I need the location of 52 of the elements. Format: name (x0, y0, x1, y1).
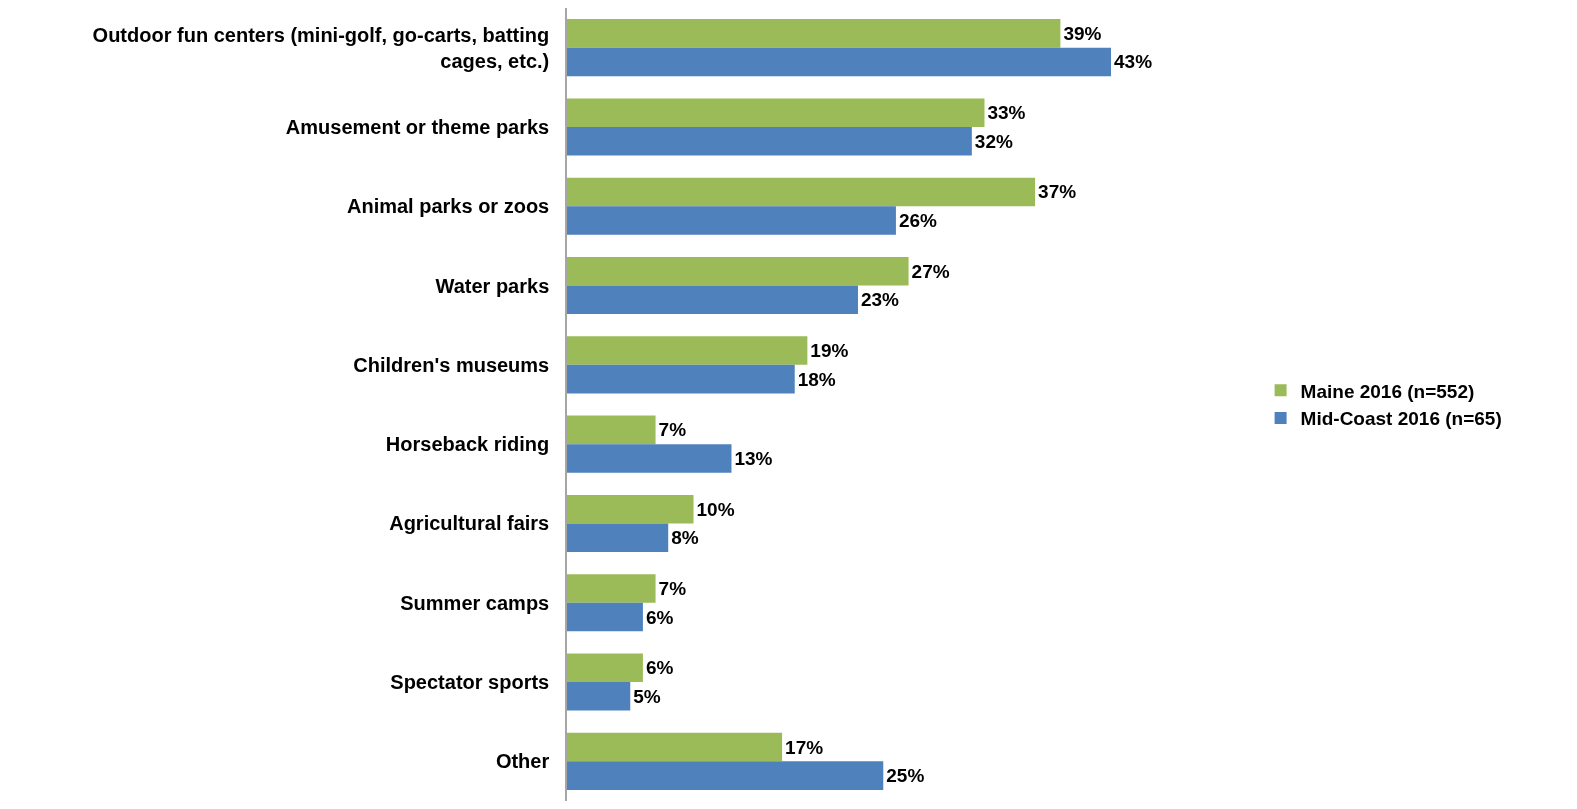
bar (567, 732, 783, 762)
data-label: 18% (797, 368, 836, 390)
data-label: 6% (645, 657, 674, 679)
data-label: 7% (658, 577, 687, 599)
bar (567, 177, 1036, 207)
bar (567, 206, 896, 235)
y-tick-label: Animal parks or zoos (346, 195, 550, 218)
data-label: 13% (734, 447, 773, 469)
y-tick-label: Children's museums (353, 353, 550, 376)
bar (567, 336, 808, 365)
bar (567, 602, 643, 632)
bar (567, 285, 858, 315)
legend-label: Mid-Coast 2016 (n=65) (1300, 408, 1502, 430)
data-label: 10% (696, 498, 735, 520)
y-tick-label: Outdoor fun centers (mini-golf, go-carts, batting cages, etc.) (92, 23, 550, 72)
y-tick-label: Agricultural fairs (389, 512, 550, 535)
bar (567, 682, 631, 711)
bar (567, 653, 643, 683)
data-label: 26% (898, 210, 938, 232)
bar (567, 444, 732, 473)
bar (567, 415, 656, 445)
bar (567, 494, 694, 524)
data-label: 33% (987, 102, 1026, 124)
data-label: 17% (785, 736, 824, 758)
bar (567, 523, 669, 552)
data-label: 6% (645, 606, 674, 628)
bar (567, 761, 884, 790)
bar (567, 47, 1111, 77)
bar (567, 574, 656, 603)
data-label: 7% (658, 419, 687, 441)
data-label: 8% (671, 527, 699, 549)
data-label: 23% (860, 289, 900, 311)
bar (567, 364, 795, 394)
data-label: 5% (633, 685, 661, 707)
y-tick-label: Summer camps (400, 591, 550, 614)
y-tick-label: Other (495, 750, 550, 773)
data-label: 25% (886, 765, 925, 787)
data-label: 37% (1038, 181, 1077, 203)
bar (567, 19, 1061, 48)
data-label: 19% (810, 340, 849, 362)
y-tick-label: Amusement or theme parks (285, 115, 550, 138)
bar (567, 257, 909, 286)
data-label: 32% (974, 130, 1013, 152)
data-label: 27% (911, 260, 950, 282)
y-tick-label: Water parks (435, 274, 550, 297)
data-label: 43% (1114, 51, 1153, 73)
bar (567, 98, 985, 127)
bar (567, 126, 972, 156)
y-tick-label: Spectator sports (390, 671, 550, 694)
legend-label: Maine 2016 (n=552) (1300, 380, 1475, 402)
data-label: 39% (1063, 22, 1102, 44)
y-tick-label: Horseback riding (385, 433, 550, 456)
